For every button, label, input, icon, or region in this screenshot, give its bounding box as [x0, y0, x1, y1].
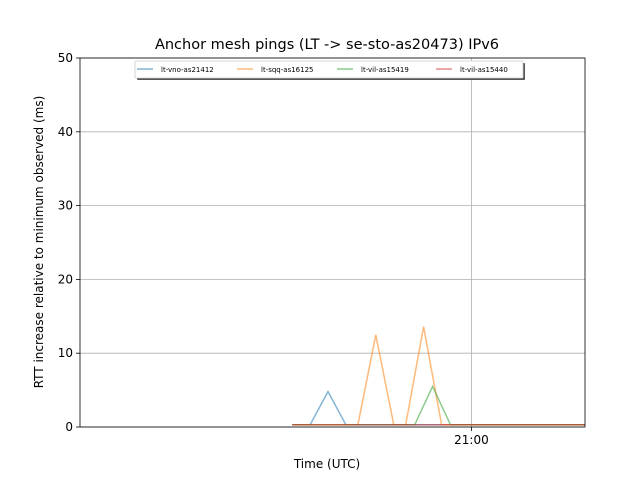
x-tick-label: 21:00	[454, 433, 489, 447]
legend-label: lt-vil-as15419	[361, 66, 409, 74]
legend-label: lt-vno-as21412	[161, 66, 214, 74]
y-tick-label: 30	[58, 199, 73, 213]
y-axis-label: RTT increase relative to minimum observe…	[32, 96, 46, 389]
y-tick-label: 20	[58, 272, 73, 286]
x-axis-label: Time (UTC)	[293, 457, 360, 471]
ticks: 21:0000:0003:0006:0009:0012:0015:0018:00…	[58, 51, 489, 447]
series-line-lt-sqq-as16125	[292, 326, 585, 426]
chart-title: Anchor mesh pings (LT -> se-sto-as20473)…	[155, 37, 499, 53]
y-tick-label: 50	[58, 51, 73, 65]
grid	[80, 57, 585, 428]
legend-box	[134, 60, 524, 79]
y-tick-label: 0	[65, 420, 73, 434]
y-tick-label: 10	[58, 346, 73, 360]
series-line-lt-vno-as21412	[292, 390, 585, 426]
series-line-lt-vil-as15419	[292, 384, 585, 426]
plot-frame	[79, 57, 586, 428]
legend: lt-vno-as21412 lt-sqq-as16125 lt-vil-as154…	[134, 60, 525, 80]
series-lines	[292, 326, 585, 426]
legend-label: lt-sqq-as16125	[261, 66, 313, 74]
legend-label: lt-vil-as15440	[460, 66, 508, 74]
y-tick-label: 40	[58, 125, 73, 139]
